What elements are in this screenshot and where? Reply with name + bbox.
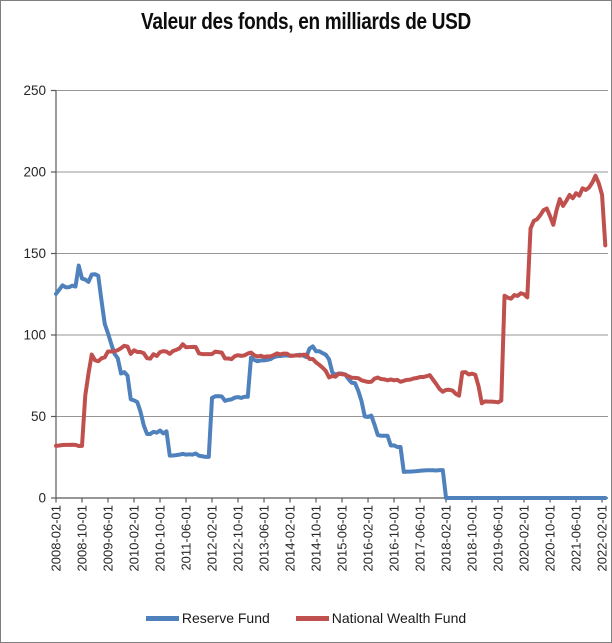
legend-label-reserve-fund: Reserve Fund: [181, 610, 270, 626]
legend-item-national-wealth-fund: National Wealth Fund: [295, 610, 467, 626]
national-wealth-fund-line-swatch: [295, 615, 329, 621]
gridlines: [56, 90, 608, 417]
x-tick-label: 2018-10-01: [465, 505, 480, 572]
y-tick-label: 100: [23, 328, 46, 343]
legend-item-reserve-fund: Reserve Fund: [145, 610, 270, 626]
national-wealth-fund-line: [54, 173, 608, 448]
x-tick-label: 2009-06-01: [101, 505, 116, 572]
x-tick-label: 2021-06-01: [569, 505, 584, 572]
y-tick-label: 0: [38, 491, 46, 506]
legend-label-national-wealth-fund: National Wealth Fund: [331, 610, 467, 626]
y-axis-labels: 0 50 100 150 200 250: [23, 83, 46, 506]
y-tick-label: 150: [23, 246, 46, 261]
x-tick-label: 2013-06-01: [257, 505, 272, 572]
x-tick-label: 2016-10-01: [387, 505, 402, 572]
y-tick-label: 250: [23, 83, 46, 98]
x-tick-label: 2011-06-01: [179, 505, 194, 571]
y-tick-label: 200: [23, 165, 46, 180]
x-tick-label: 2008-02-01: [49, 505, 64, 572]
x-tick-label: 2019-06-01: [491, 505, 506, 572]
reserve-fund-line-swatch: [145, 615, 179, 621]
x-tick-label: 2012-02-01: [205, 505, 220, 572]
x-tick-label: 2022-02-01: [595, 505, 610, 572]
series-lines: [54, 173, 608, 500]
y-tick-label: 50: [31, 409, 46, 424]
x-tick-label: 2010-10-01: [153, 505, 168, 572]
x-tick-label: 2012-10-01: [231, 505, 246, 572]
x-tick-label: 2015-06-01: [335, 505, 350, 572]
x-tick-label: 2014-02-01: [283, 505, 298, 572]
reserve-fund-line: [54, 263, 608, 500]
x-tick-label: 2018-02-01: [439, 505, 454, 572]
x-tick-label: 2020-02-01: [517, 505, 532, 572]
chart-title: Valeur des fonds, en milliards de USD: [141, 9, 471, 36]
x-tick-label: 2017-06-01: [413, 505, 428, 572]
x-tick-label: 2010-02-01: [127, 505, 142, 572]
x-tick-label: 2020-10-01: [543, 505, 558, 572]
x-tick-label: 2016-02-01: [361, 505, 376, 572]
legend: Reserve Fund National Wealth Fund: [1, 605, 611, 631]
x-axis-labels: 2008-02-01 2008-10-01 2009-06-01 2010-02-01…: [49, 505, 610, 572]
x-tick-label: 2008-10-01: [75, 505, 90, 572]
x-tick-label: 2014-10-01: [309, 505, 324, 572]
